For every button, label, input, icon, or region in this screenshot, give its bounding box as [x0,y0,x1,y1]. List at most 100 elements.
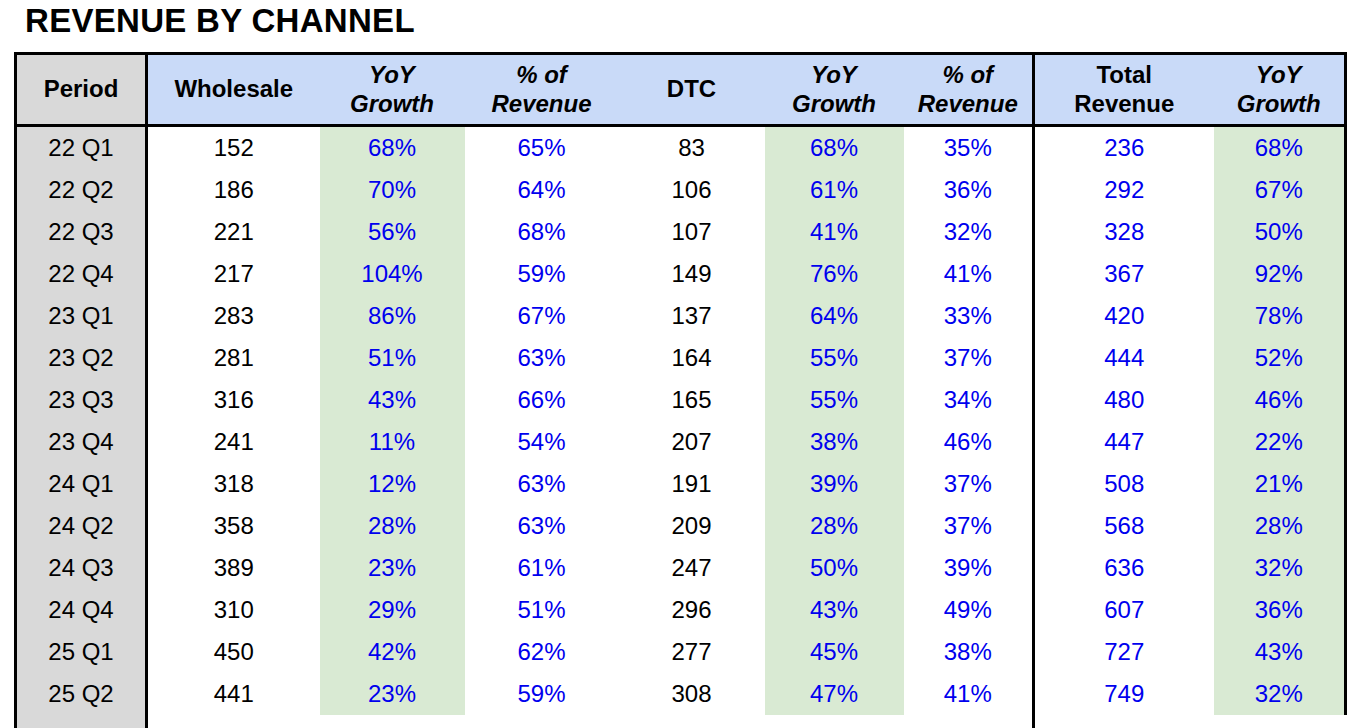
cell-total-revenue[interactable]: 480 [1034,379,1214,421]
cell-dtc-yoy[interactable]: 76% [765,253,904,295]
cell-wholesale-pct[interactable]: 63% [465,505,619,547]
cell-period[interactable]: 22 Q3 [16,211,147,253]
cell-dtc-pct[interactable]: 38% [904,631,1034,673]
cell-total-revenue[interactable]: 420 [1034,295,1214,337]
empty-cell-wholesale-yoy[interactable] [320,715,465,728]
cell-total-yoy[interactable]: 46% [1214,379,1346,421]
cell-wholesale-yoy[interactable]: 51% [320,337,465,379]
cell-total-revenue[interactable]: 636 [1034,547,1214,589]
cell-period[interactable]: 24 Q2 [16,505,147,547]
cell-total-yoy[interactable]: 32% [1214,673,1346,715]
cell-dtc[interactable]: 277 [619,631,765,673]
cell-dtc-pct[interactable]: 46% [904,421,1034,463]
cell-total-revenue[interactable]: 447 [1034,421,1214,463]
cell-wholesale-pct[interactable]: 68% [465,211,619,253]
cell-wholesale-yoy[interactable]: 86% [320,295,465,337]
cell-total-revenue[interactable]: 444 [1034,337,1214,379]
cell-wholesale[interactable]: 281 [147,337,320,379]
column-header-dtc-yoy[interactable]: YoY Growth [765,54,904,126]
cell-dtc-yoy[interactable]: 28% [765,505,904,547]
column-header-dtc-pct[interactable]: % of Revenue [904,54,1034,126]
cell-dtc-yoy[interactable]: 45% [765,631,904,673]
cell-wholesale[interactable]: 318 [147,463,320,505]
cell-dtc[interactable]: 164 [619,337,765,379]
cell-period[interactable]: 23 Q2 [16,337,147,379]
cell-dtc-pct[interactable]: 41% [904,673,1034,715]
cell-dtc-yoy[interactable]: 55% [765,379,904,421]
cell-total-revenue[interactable]: 607 [1034,589,1214,631]
cell-dtc[interactable]: 191 [619,463,765,505]
cell-dtc[interactable]: 247 [619,547,765,589]
cell-wholesale-pct[interactable]: 59% [465,673,619,715]
cell-wholesale-yoy[interactable]: 70% [320,169,465,211]
cell-wholesale-yoy[interactable]: 104% [320,253,465,295]
cell-total-yoy[interactable]: 36% [1214,589,1346,631]
cell-dtc-yoy[interactable]: 50% [765,547,904,589]
cell-dtc-yoy[interactable]: 38% [765,421,904,463]
cell-wholesale-pct[interactable]: 65% [465,126,619,170]
column-header-total-yoy[interactable]: YoY Growth [1214,54,1346,126]
cell-total-revenue[interactable]: 508 [1034,463,1214,505]
empty-cell-total-revenue[interactable] [1034,715,1214,728]
column-header-dtc[interactable]: DTC [619,54,765,126]
cell-dtc[interactable]: 296 [619,589,765,631]
cell-dtc-yoy[interactable]: 68% [765,126,904,170]
cell-wholesale[interactable]: 241 [147,421,320,463]
column-header-wholesale-pct[interactable]: % of Revenue [465,54,619,126]
cell-period[interactable]: 23 Q4 [16,421,147,463]
cell-dtc-pct[interactable]: 32% [904,211,1034,253]
cell-wholesale-pct[interactable]: 64% [465,169,619,211]
cell-total-yoy[interactable]: 43% [1214,631,1346,673]
empty-cell-dtc-pct[interactable] [904,715,1034,728]
cell-period[interactable]: 24 Q3 [16,547,147,589]
cell-dtc-pct[interactable]: 49% [904,589,1034,631]
cell-dtc-yoy[interactable]: 61% [765,169,904,211]
cell-period[interactable]: 24 Q4 [16,589,147,631]
cell-dtc[interactable]: 106 [619,169,765,211]
cell-wholesale-pct[interactable]: 63% [465,337,619,379]
cell-dtc[interactable]: 207 [619,421,765,463]
cell-dtc-yoy[interactable]: 55% [765,337,904,379]
cell-total-yoy[interactable]: 32% [1214,547,1346,589]
cell-period[interactable]: 25 Q2 [16,673,147,715]
cell-wholesale-yoy[interactable]: 23% [320,547,465,589]
cell-total-yoy[interactable]: 78% [1214,295,1346,337]
cell-dtc-yoy[interactable]: 41% [765,211,904,253]
cell-wholesale-yoy[interactable]: 43% [320,379,465,421]
cell-wholesale-yoy[interactable]: 23% [320,673,465,715]
cell-total-yoy[interactable]: 28% [1214,505,1346,547]
cell-dtc-pct[interactable]: 35% [904,126,1034,170]
cell-dtc[interactable]: 308 [619,673,765,715]
cell-wholesale-pct[interactable]: 63% [465,463,619,505]
cell-wholesale[interactable]: 152 [147,126,320,170]
cell-dtc[interactable]: 165 [619,379,765,421]
cell-dtc-yoy[interactable]: 47% [765,673,904,715]
cell-wholesale[interactable]: 389 [147,547,320,589]
empty-cell-dtc-yoy[interactable] [765,715,904,728]
column-header-total-revenue[interactable]: Total Revenue [1034,54,1214,126]
cell-wholesale-pct[interactable]: 54% [465,421,619,463]
cell-dtc-yoy[interactable]: 64% [765,295,904,337]
cell-total-revenue[interactable]: 749 [1034,673,1214,715]
cell-total-revenue[interactable]: 328 [1034,211,1214,253]
cell-wholesale-pct[interactable]: 61% [465,547,619,589]
cell-total-yoy[interactable]: 67% [1214,169,1346,211]
cell-total-yoy[interactable]: 68% [1214,126,1346,170]
cell-wholesale[interactable]: 186 [147,169,320,211]
cell-dtc[interactable]: 209 [619,505,765,547]
cell-wholesale[interactable]: 221 [147,211,320,253]
cell-wholesale-yoy[interactable]: 68% [320,126,465,170]
empty-cell-wholesale-pct[interactable] [465,715,619,728]
cell-dtc-yoy[interactable]: 43% [765,589,904,631]
cell-wholesale-yoy[interactable]: 12% [320,463,465,505]
cell-wholesale-yoy[interactable]: 28% [320,505,465,547]
cell-period[interactable]: 22 Q2 [16,169,147,211]
cell-wholesale[interactable]: 310 [147,589,320,631]
cell-dtc[interactable]: 137 [619,295,765,337]
column-header-period[interactable]: Period [16,54,147,126]
cell-total-yoy[interactable]: 21% [1214,463,1346,505]
cell-wholesale-pct[interactable]: 51% [465,589,619,631]
cell-period[interactable]: 24 Q1 [16,463,147,505]
cell-wholesale-pct[interactable]: 67% [465,295,619,337]
cell-wholesale[interactable]: 283 [147,295,320,337]
